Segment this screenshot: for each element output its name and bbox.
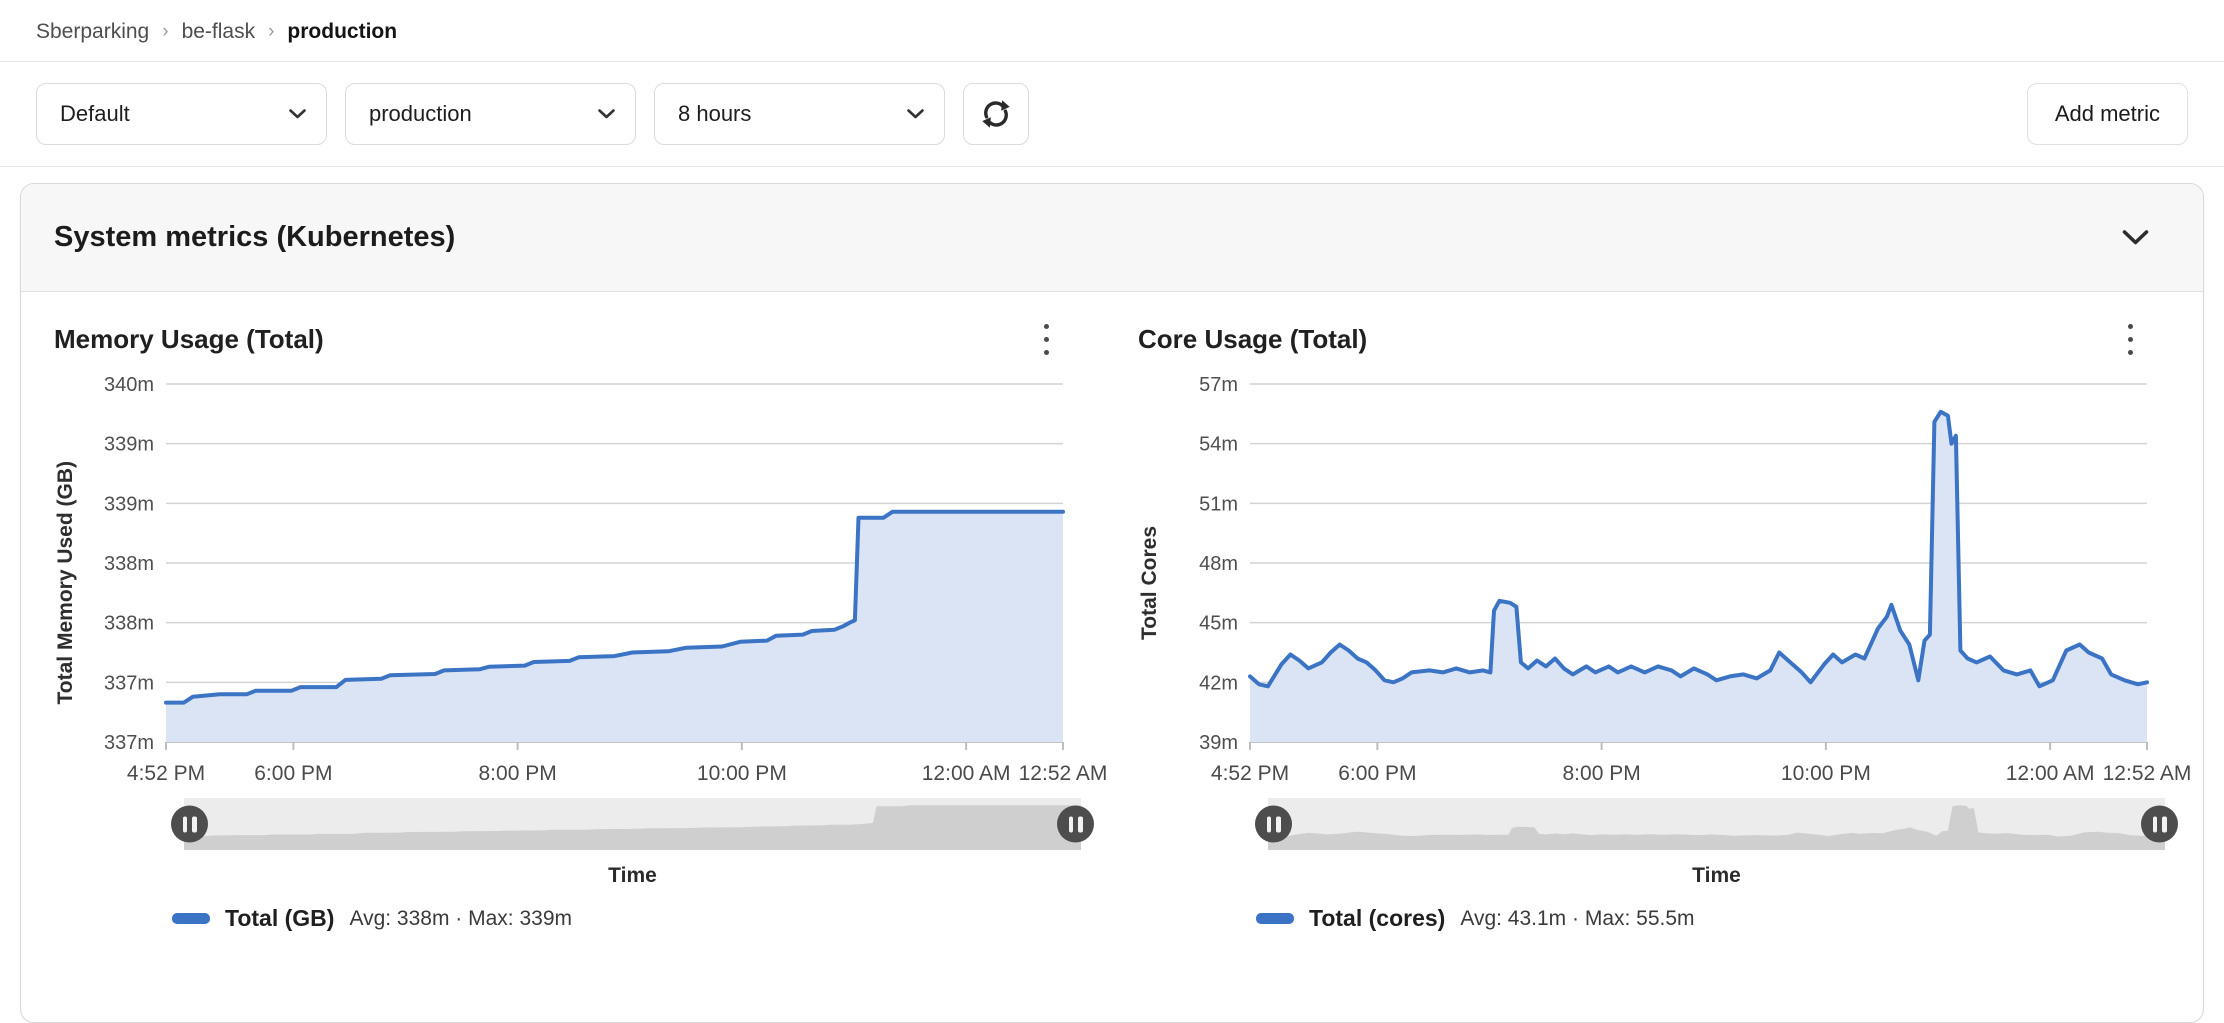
add-metric-button[interactable]: Add metric [2026,83,2188,145]
pause-icon [192,816,197,832]
y-tick-label: 337m [104,672,154,694]
breadcrumb-item-service[interactable]: be-flask [181,20,256,43]
dashboard-select-value: Default [60,101,130,126]
x-tick-label: 10:00 PM [1781,762,1871,785]
breadcrumb: Sberparking › be-flask › production [0,0,2224,61]
time-range-slider[interactable] [171,798,1094,850]
chart-title: Core Usage (Total) [1138,323,1368,354]
y-tick-label: 340m [104,374,154,396]
legend-series-stats: Avg: 338m · Max: 339m [349,906,572,930]
time-range-select-value: 8 hours [678,101,752,126]
environment-select-value: production [369,101,472,126]
y-tick-label: 48m [1199,553,1238,575]
core-usage-chart-card: Core Usage (Total) Total Cores 57m 54m 51m… [1138,302,2191,932]
x-tick-label: 6:00 PM [254,762,332,785]
x-tick-label: 4:52 PM [127,762,205,785]
legend-item[interactable]: Total (cores) Avg: 43.1m · Max: 55.5m [1256,905,2148,932]
panel-header[interactable]: System metrics (Kubernetes) [21,184,2203,292]
y-tick-label: 39m [1199,732,1238,754]
chevron-down-icon [598,109,615,119]
x-tick-label: 12:00 AM [922,762,1011,785]
x-tick-label: 12:52 AM [2103,762,2192,785]
collapse-panel-button[interactable] [2111,214,2159,262]
y-tick-label: 338m [104,613,154,635]
breadcrumb-item-environment: production [287,20,398,43]
pause-icon [1078,816,1083,832]
chevron-down-icon [289,109,306,119]
x-tick-label: 8:00 PM [1563,762,1641,785]
legend-swatch [172,913,210,924]
breadcrumb-separator-icon: › [162,21,169,42]
pause-icon [2152,816,2157,832]
y-axis-title: Total Memory Used (GB) [54,461,77,705]
y-tick-label: 339m [104,434,154,456]
top-divider [0,61,2224,62]
y-tick-label: 51m [1199,493,1238,515]
y-tick-label: 57m [1199,374,1238,396]
breadcrumb-separator-icon: › [268,21,275,42]
dashboard-select[interactable]: Default [36,83,327,145]
x-tick-label: 12:52 AM [1019,762,1108,785]
y-tick-label: 337m [104,732,154,754]
toolbar: Default production 8 hours Add metric [0,62,2224,166]
x-tick-label: 6:00 PM [1338,762,1416,785]
x-tick-label: 8:00 PM [479,762,557,785]
x-axis-title: Time [1692,864,1741,887]
system-metrics-panel: System metrics (Kubernetes) Memory Usage… [20,183,2204,1023]
x-tick-label: 4:52 PM [1211,762,1289,785]
toolbar-divider [0,166,2224,167]
y-tick-label: 338m [104,553,154,575]
y-tick-label: 42m [1199,672,1238,694]
pause-icon [1266,816,1271,832]
panel-body: Memory Usage (Total) Total Memory Used (… [21,292,2203,932]
chart-title: Memory Usage (Total) [54,323,324,354]
environment-select[interactable]: production [345,83,636,145]
pause-icon [1068,816,1073,832]
slider-handle-right[interactable] [2141,805,2178,843]
y-tick-label: 45m [1199,613,1238,635]
breadcrumb-item-project[interactable]: Sberparking [36,20,150,43]
x-tick-label: 12:00 AM [2006,762,2095,785]
legend-swatch [1256,913,1294,924]
slider-handle-right[interactable] [1057,805,1094,843]
legend-series-name: Total (GB) [225,905,335,931]
kebab-menu-icon[interactable] [1028,313,1064,365]
slider-handle-left[interactable] [171,805,208,843]
legend-item[interactable]: Total (GB) Avg: 338m · Max: 339m [172,905,1064,932]
slider-preview [184,805,1081,850]
chevron-down-icon [2122,230,2148,245]
y-axis-title: Total Cores [1138,526,1161,640]
legend-series-name: Total (cores) [1309,905,1446,931]
time-range-slider[interactable] [1255,798,2178,850]
y-tick-label: 339m [104,493,154,515]
slider-handle-left[interactable] [1255,805,1292,843]
pause-icon [182,816,187,832]
slider-preview [1268,805,2165,850]
memory-usage-chart-card: Memory Usage (Total) Total Memory Used (… [54,302,1107,932]
x-tick-label: 10:00 PM [697,762,787,785]
refresh-button[interactable] [963,83,1029,145]
x-axis-title: Time [608,864,657,887]
kebab-menu-icon[interactable] [2112,313,2148,365]
core-usage-plot: 57m 54m 51m 48m 45m 42m 39m 4:52 PM 6:00 PM 8:00 … [1199,374,2191,785]
pause-icon [1276,816,1281,832]
refresh-icon [982,100,1010,128]
time-range-select[interactable]: 8 hours [654,83,945,145]
chevron-down-icon [907,109,924,119]
pause-icon [2162,816,2167,832]
legend-series-stats: Avg: 43.1m · Max: 55.5m [1460,906,1695,930]
y-tick-label: 54m [1199,434,1238,456]
panel-title: System metrics (Kubernetes) [54,221,456,253]
memory-usage-plot: 340m 339m 339m 338m 338m 337m 337m 4:52 PM 6:00 … [104,374,1107,785]
